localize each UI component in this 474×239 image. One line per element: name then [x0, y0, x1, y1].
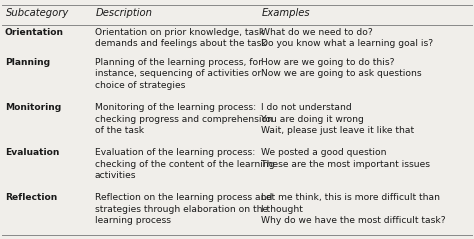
Text: Examples: Examples — [262, 8, 311, 17]
Text: Planning of the learning process, for
instance, sequencing of activities or
choi: Planning of the learning process, for in… — [95, 58, 262, 90]
Text: Reflection on the learning process and
strategies through elaboration on the
lea: Reflection on the learning process and s… — [95, 193, 272, 225]
Text: Let me think, this is more difficult than
I thought
Why do we have the most diff: Let me think, this is more difficult tha… — [261, 193, 446, 225]
Text: Orientation: Orientation — [5, 28, 64, 37]
Text: Reflection: Reflection — [5, 193, 57, 202]
Text: What do we need to do?
Do you know what a learning goal is?: What do we need to do? Do you know what … — [261, 28, 433, 49]
Text: We posted a good question
These are the most important issues: We posted a good question These are the … — [261, 148, 430, 168]
Text: Orientation on prior knowledge, task
demands and feelings about the task: Orientation on prior knowledge, task dem… — [95, 28, 266, 49]
Text: Description: Description — [96, 8, 153, 17]
Text: How are we going to do this?
Now we are going to ask questions: How are we going to do this? Now we are … — [261, 58, 421, 78]
Text: Evaluation: Evaluation — [5, 148, 59, 157]
Text: Subcategory: Subcategory — [6, 8, 69, 17]
Text: Monitoring of the learning process:
checking progress and comprehension
of the t: Monitoring of the learning process: chec… — [95, 103, 273, 135]
Text: I do not understand
You are doing it wrong
Wait, please just leave it like that: I do not understand You are doing it wro… — [261, 103, 414, 135]
Text: Monitoring: Monitoring — [5, 103, 61, 112]
Text: Planning: Planning — [5, 58, 50, 67]
Text: Evaluation of the learning process:
checking of the content of the learning
acti: Evaluation of the learning process: chec… — [95, 148, 274, 180]
